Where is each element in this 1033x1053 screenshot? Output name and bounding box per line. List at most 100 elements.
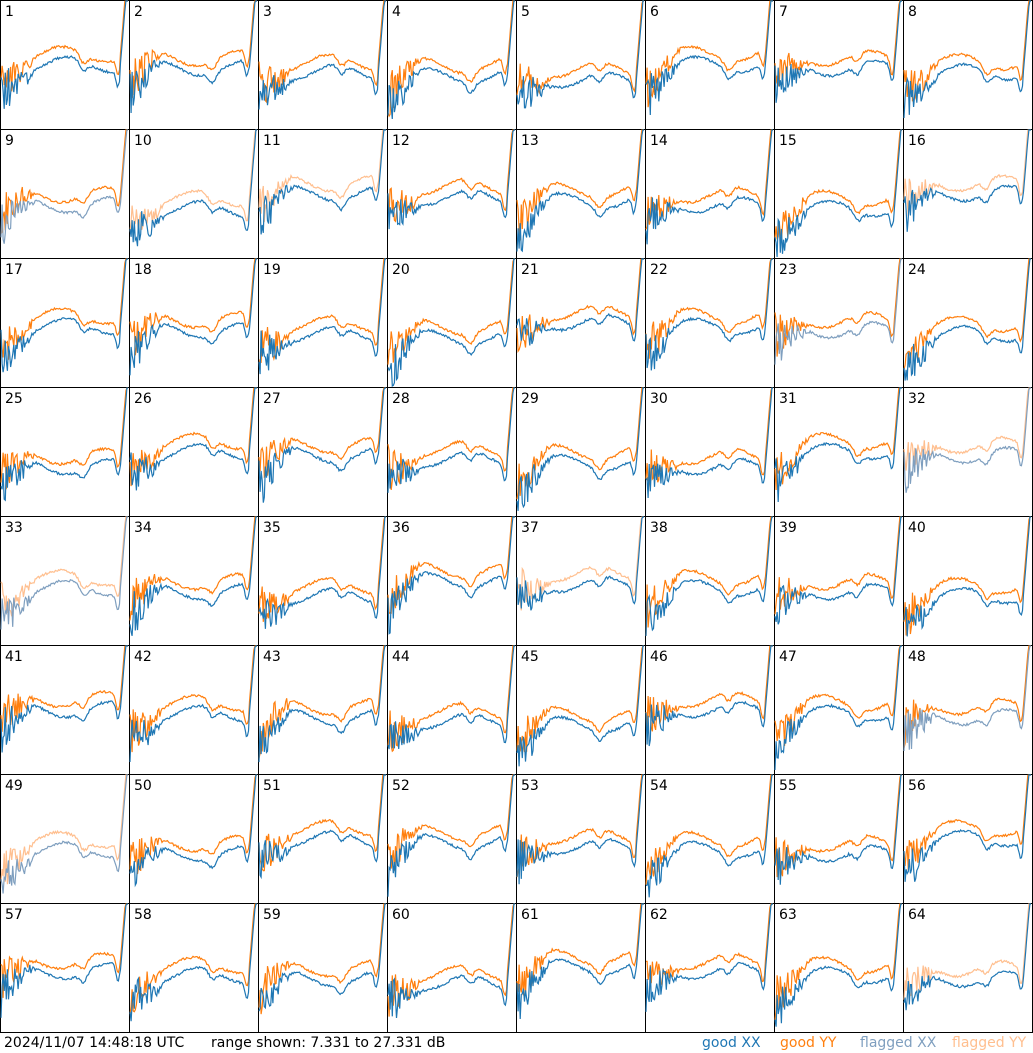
series-xx-good xyxy=(258,516,387,629)
series-xx-good xyxy=(774,0,902,103)
panel-frame xyxy=(645,387,775,517)
panel-frame xyxy=(387,645,517,775)
panel-label: 62 xyxy=(650,907,668,923)
panel-frame xyxy=(516,387,646,517)
panel-16: 16 xyxy=(903,129,1033,259)
panel-frame xyxy=(0,774,130,904)
panel-label: 52 xyxy=(392,778,410,794)
panel-label: 32 xyxy=(908,391,926,407)
panel-42: 42 xyxy=(129,645,259,775)
panel-label: 13 xyxy=(521,133,539,149)
panel-frame xyxy=(387,387,517,517)
panel-52: 52 xyxy=(387,774,517,904)
series-xx-good xyxy=(645,387,774,499)
series-xx-good xyxy=(129,129,258,247)
series-yy-good xyxy=(0,129,128,234)
panel-label: 55 xyxy=(779,778,797,794)
series-yy-good xyxy=(774,258,902,357)
series-yy-flagged xyxy=(903,387,1031,474)
series-yy-good xyxy=(903,645,1031,749)
panel-label: 47 xyxy=(779,649,797,665)
panel-frame xyxy=(0,387,130,517)
panel-label: 7 xyxy=(779,4,788,20)
panel-58: 58 xyxy=(129,903,259,1033)
panel-53: 53 xyxy=(516,774,646,904)
series-xx-flagged xyxy=(774,258,902,365)
series-xx-good xyxy=(774,129,903,258)
panel-63: 63 xyxy=(774,903,904,1033)
panel-5: 5 xyxy=(516,0,646,130)
series-yy-good xyxy=(387,0,515,118)
series-xx-good xyxy=(0,645,128,753)
series-xx-good xyxy=(516,0,645,109)
panel-label: 64 xyxy=(908,907,926,923)
series-xx-good xyxy=(387,645,515,750)
panel-56: 56 xyxy=(903,774,1033,904)
series-yy-good xyxy=(903,774,1031,871)
panel-label: 5 xyxy=(521,4,530,20)
panel-9: 9 xyxy=(0,129,130,259)
panel-label: 43 xyxy=(263,649,281,665)
series-yy-good xyxy=(645,645,773,732)
series-yy-good xyxy=(129,516,257,621)
series-xx-good xyxy=(903,516,1032,637)
panel-2: 2 xyxy=(129,0,259,130)
panel-frame xyxy=(387,516,517,646)
series-xx-good xyxy=(129,387,257,491)
panel-20: 20 xyxy=(387,258,517,388)
panel-label: 15 xyxy=(779,133,797,149)
series-xx-flagged xyxy=(903,387,1031,493)
series-yy-good xyxy=(387,645,515,753)
series-yy-good xyxy=(387,129,515,223)
series-yy-good xyxy=(129,774,257,875)
panel-label: 11 xyxy=(263,133,281,149)
panel-45: 45 xyxy=(516,645,646,775)
panel-19: 19 xyxy=(258,258,388,388)
series-xx-good xyxy=(258,387,386,503)
panel-34: 34 xyxy=(129,516,259,646)
panel-label: 31 xyxy=(779,391,797,407)
panel-31: 31 xyxy=(774,387,904,517)
series-yy-good xyxy=(387,903,515,1017)
legend-good-xx: good XX xyxy=(702,1035,761,1051)
series-yy-good xyxy=(387,516,515,615)
series-yy-good xyxy=(0,903,128,998)
panel-label: 26 xyxy=(134,391,152,407)
panel-28: 28 xyxy=(387,387,517,517)
series-yy-good xyxy=(645,0,773,108)
panel-label: 23 xyxy=(779,262,797,278)
panel-29: 29 xyxy=(516,387,646,517)
series-yy-good xyxy=(516,903,644,996)
series-xx-good xyxy=(387,387,515,493)
panel-frame xyxy=(774,774,904,904)
series-xx-good xyxy=(0,387,129,502)
panel-label: 25 xyxy=(5,391,23,407)
series-xx-good xyxy=(258,129,386,235)
panel-frame xyxy=(516,645,646,775)
series-xx-good xyxy=(774,387,902,503)
series-xx-good xyxy=(774,903,902,1027)
panel-13: 13 xyxy=(516,129,646,259)
panel-label: 30 xyxy=(650,391,668,407)
panel-label: 45 xyxy=(521,649,539,665)
panel-frame xyxy=(516,774,646,904)
timestamp: 2024/11/07 14:48:18 UTC xyxy=(4,1035,185,1051)
panel-label: 40 xyxy=(908,520,926,536)
panel-frame xyxy=(516,0,646,130)
panel-label: 35 xyxy=(263,520,281,536)
series-yy-good xyxy=(774,0,902,88)
panel-label: 16 xyxy=(908,133,926,149)
series-yy-good xyxy=(645,516,773,636)
panel-33: 33 xyxy=(0,516,130,646)
series-yy-good xyxy=(387,387,515,490)
series-yy-flagged xyxy=(0,774,128,885)
series-yy-flagged xyxy=(903,129,1031,216)
series-yy-good xyxy=(0,258,128,360)
series-xx-good xyxy=(645,645,773,747)
panel-25: 25 xyxy=(0,387,130,517)
series-yy-good xyxy=(387,258,515,365)
series-yy-good xyxy=(516,258,644,354)
panel-41: 41 xyxy=(0,645,130,775)
panel-7: 7 xyxy=(774,0,904,130)
series-xx-good xyxy=(387,129,515,230)
